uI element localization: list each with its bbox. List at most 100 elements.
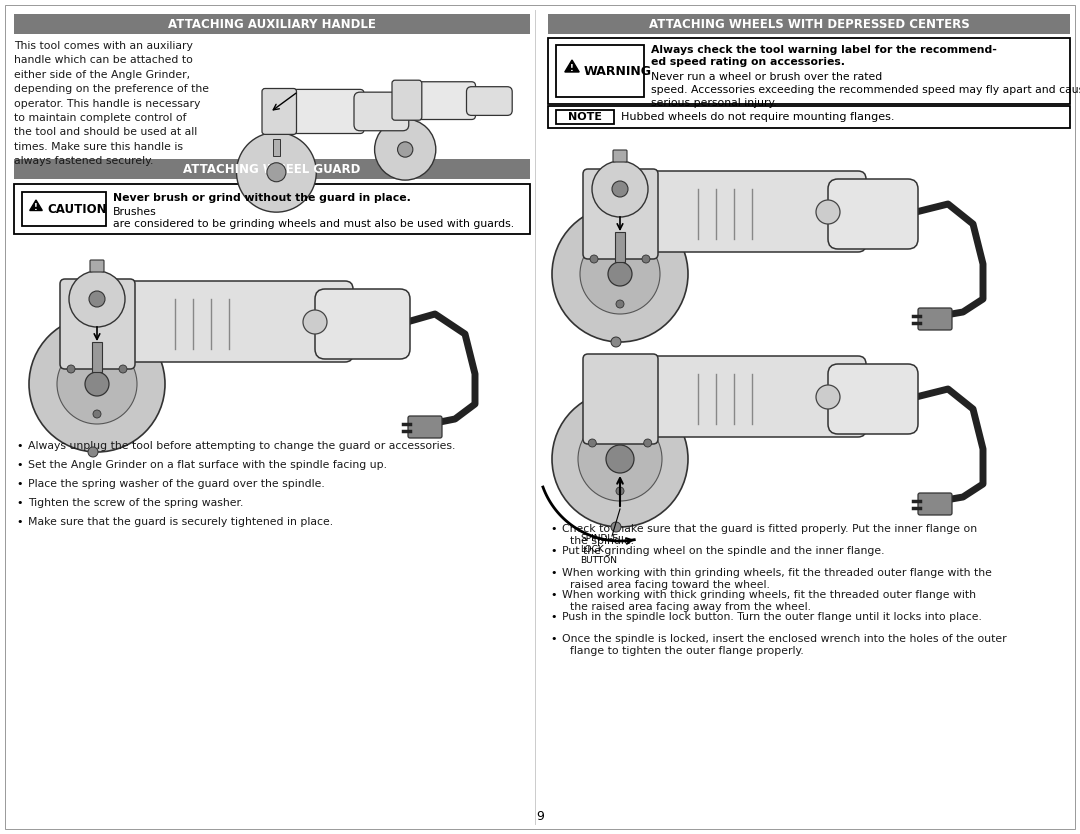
- Text: Make sure that the guard is securely tightened in place.: Make sure that the guard is securely tig…: [28, 517, 333, 527]
- Text: 9: 9: [536, 810, 544, 822]
- Circle shape: [606, 445, 634, 473]
- Text: the raised area facing away from the wheel.: the raised area facing away from the whe…: [570, 601, 811, 611]
- Text: Never brush or grind without the guard in place.: Never brush or grind without the guard i…: [113, 193, 410, 203]
- Circle shape: [85, 372, 109, 396]
- Text: Once the spindle is locked, insert the enclosed wrench into the holes of the out: Once the spindle is locked, insert the e…: [562, 634, 1007, 644]
- Text: Hubbed wheels do not require mounting flanges.: Hubbed wheels do not require mounting fl…: [621, 112, 894, 122]
- Text: Set the Angle Grinder on a flat surface with the spindle facing up.: Set the Angle Grinder on a flat surface …: [28, 460, 387, 470]
- Bar: [14, 14, 530, 34]
- FancyBboxPatch shape: [262, 88, 297, 134]
- Text: Put the grinding wheel on the spindle and the inner flange.: Put the grinding wheel on the spindle an…: [562, 546, 885, 556]
- Bar: [615, 232, 625, 262]
- Text: •: •: [550, 524, 556, 534]
- Circle shape: [93, 410, 102, 418]
- FancyBboxPatch shape: [620, 171, 866, 252]
- Circle shape: [67, 365, 75, 373]
- Text: •: •: [550, 568, 556, 578]
- FancyBboxPatch shape: [270, 89, 364, 133]
- Bar: [556, 110, 615, 124]
- Circle shape: [29, 316, 165, 452]
- Text: Tighten the screw of the spring washer.: Tighten the screw of the spring washer.: [28, 498, 243, 508]
- Text: •: •: [16, 498, 23, 508]
- Polygon shape: [30, 200, 42, 210]
- Bar: [14, 159, 530, 179]
- Circle shape: [611, 522, 621, 532]
- FancyBboxPatch shape: [315, 289, 410, 359]
- Text: Check to make sure that the guard is fitted properly. Put the inner flange on: Check to make sure that the guard is fit…: [562, 524, 977, 534]
- Circle shape: [616, 300, 624, 308]
- Circle shape: [57, 344, 137, 424]
- Circle shape: [69, 271, 125, 327]
- Text: When working with thick grinding wheels, fit the threaded outer flange with: When working with thick grinding wheels,…: [562, 590, 976, 600]
- Text: •: •: [16, 460, 23, 470]
- Circle shape: [397, 142, 413, 157]
- Text: !: !: [35, 203, 38, 212]
- FancyBboxPatch shape: [918, 308, 951, 330]
- Circle shape: [589, 439, 596, 447]
- Circle shape: [616, 487, 624, 495]
- Circle shape: [816, 385, 840, 409]
- Circle shape: [580, 234, 660, 314]
- Text: Place the spring washer of the guard over the spindle.: Place the spring washer of the guard ove…: [28, 479, 325, 489]
- Text: WARNING: WARNING: [584, 64, 652, 78]
- Circle shape: [611, 337, 621, 347]
- Text: •: •: [550, 546, 556, 556]
- Text: When working with thin grinding wheels, fit the threaded outer flange with the: When working with thin grinding wheels, …: [562, 568, 991, 578]
- FancyBboxPatch shape: [392, 80, 422, 120]
- FancyBboxPatch shape: [97, 281, 353, 362]
- Circle shape: [592, 161, 648, 217]
- FancyBboxPatch shape: [354, 92, 408, 131]
- Text: CAUTION: CAUTION: [48, 203, 107, 215]
- Text: Always check the tool warning label for the recommend-
ed speed rating on access: Always check the tool warning label for …: [651, 45, 997, 67]
- Text: !: !: [570, 64, 573, 73]
- Text: •: •: [16, 441, 23, 451]
- Text: raised area facing toward the wheel.: raised area facing toward the wheel.: [570, 580, 770, 590]
- Circle shape: [237, 133, 316, 212]
- Circle shape: [552, 391, 688, 527]
- Circle shape: [89, 291, 105, 307]
- Circle shape: [816, 200, 840, 224]
- Text: •: •: [550, 590, 556, 600]
- Text: flange to tighten the outer flange properly.: flange to tighten the outer flange prope…: [570, 646, 804, 656]
- FancyBboxPatch shape: [60, 279, 135, 369]
- Text: Push in the spindle lock button. Turn the outer flange until it locks into place: Push in the spindle lock button. Turn th…: [562, 612, 982, 622]
- Bar: [548, 38, 1070, 104]
- Text: Brushes
are considered to be grinding wheels and must also be used with guards.: Brushes are considered to be grinding wh…: [113, 207, 514, 229]
- FancyBboxPatch shape: [90, 260, 104, 272]
- Circle shape: [552, 206, 688, 342]
- FancyBboxPatch shape: [467, 87, 512, 115]
- FancyBboxPatch shape: [400, 82, 475, 119]
- FancyBboxPatch shape: [918, 493, 951, 515]
- Text: This tool comes with an auxiliary
handle which can be attached to
either side of: This tool comes with an auxiliary handle…: [14, 41, 210, 166]
- Text: NOTE: NOTE: [568, 112, 602, 122]
- Bar: [22, 192, 106, 226]
- Text: Always unplug the tool before attempting to change the guard or accessories.: Always unplug the tool before attempting…: [28, 441, 456, 451]
- Text: •: •: [550, 634, 556, 644]
- Bar: [556, 45, 644, 97]
- Circle shape: [87, 447, 98, 457]
- Bar: [548, 14, 1070, 34]
- Text: the spindle.: the spindle.: [570, 535, 634, 545]
- Bar: [272, 139, 280, 156]
- FancyBboxPatch shape: [613, 150, 627, 162]
- Circle shape: [119, 365, 127, 373]
- FancyBboxPatch shape: [408, 416, 442, 438]
- Text: SPINDLE
LOCK
BUTTON: SPINDLE LOCK BUTTON: [580, 534, 618, 565]
- Circle shape: [608, 262, 632, 286]
- FancyBboxPatch shape: [620, 356, 866, 437]
- Text: •: •: [550, 612, 556, 622]
- Bar: [14, 184, 530, 234]
- Text: ATTACHING WHEELS WITH DEPRESSED CENTERS: ATTACHING WHEELS WITH DEPRESSED CENTERS: [649, 18, 970, 31]
- FancyBboxPatch shape: [583, 169, 658, 259]
- Text: •: •: [16, 479, 23, 489]
- FancyBboxPatch shape: [583, 354, 658, 444]
- Circle shape: [578, 417, 662, 501]
- Circle shape: [303, 310, 327, 334]
- Text: ATTACHING AUXILIARY HANDLE: ATTACHING AUXILIARY HANDLE: [168, 18, 376, 31]
- Text: Never run a wheel or brush over the rated
speed. Accessories exceeding the recom: Never run a wheel or brush over the rate…: [651, 72, 1080, 108]
- Polygon shape: [565, 60, 579, 72]
- Circle shape: [612, 181, 627, 197]
- Text: ATTACHING WHEEL GUARD: ATTACHING WHEEL GUARD: [184, 163, 361, 175]
- Circle shape: [642, 255, 650, 263]
- Bar: [548, 106, 1070, 128]
